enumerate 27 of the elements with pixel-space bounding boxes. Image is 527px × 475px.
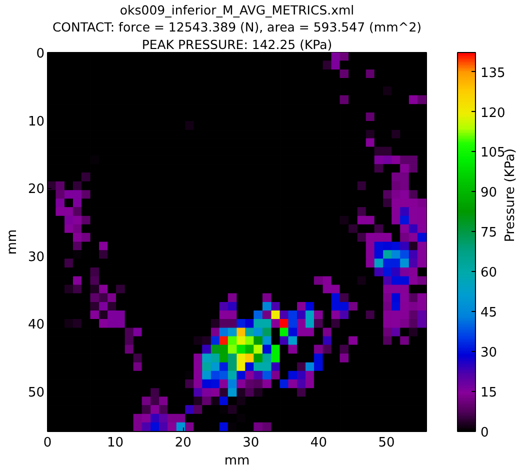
color-bar-label: 45 [480, 306, 498, 321]
y-tick-label: 30 [28, 250, 45, 265]
color-bar-label: 60 [480, 266, 498, 281]
y-tick-label: 40 [28, 318, 45, 333]
y-tick-label: 10 [28, 114, 45, 130]
color-bar-label: 105 [480, 146, 506, 161]
x-tick-label: 40 [310, 436, 327, 450]
color-bar-label: 90 [480, 186, 498, 201]
color-bar-label: 0 [480, 426, 489, 440]
x-tick-label: 20 [174, 436, 192, 450]
color-bar-label: 15 [480, 386, 498, 401]
text: PEAK PRESSURE: 142.25 (KPa) [142, 37, 332, 52]
chart-title: oks009_inferior_M_AVG_METRICS.xml [120, 2, 354, 18]
color-bar-title: Pressure (KPa) [503, 148, 518, 242]
color-bar-label: 75 [480, 226, 498, 241]
color-bar-label: 135 [480, 66, 506, 81]
y-tick-label: 0 [36, 46, 45, 62]
x-tick-label: 30 [242, 436, 260, 450]
y-tick-label: 20 [28, 182, 45, 198]
color-bar-label: 120 [480, 106, 506, 121]
x-axis-title: mm [224, 454, 250, 468]
y-axis-title: mm [4, 229, 20, 255]
chart-subtitle: CONTACT: force = 12543.389 (N), area = 593.547 (mm^2) [52, 20, 422, 34]
x-tick-label: 10 [107, 436, 124, 450]
x-tick-label: 50 [378, 436, 395, 450]
y-tick-label: 50 [28, 386, 45, 400]
color-bar-label: 30 [480, 346, 498, 361]
